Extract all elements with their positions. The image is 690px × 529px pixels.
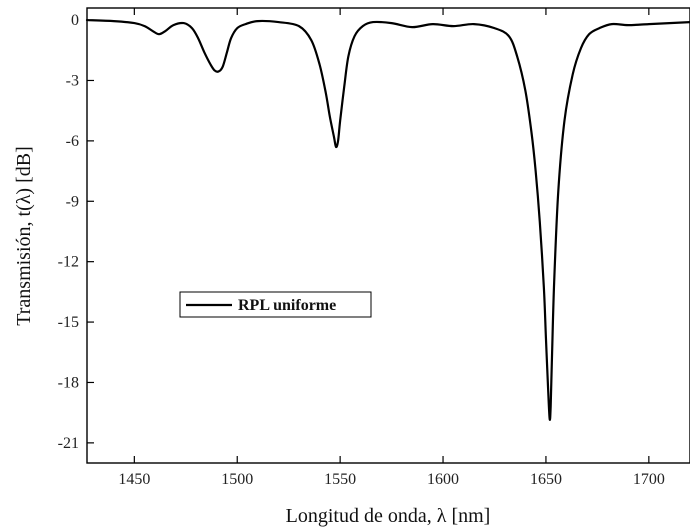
- y-tick-label: -21: [58, 435, 79, 452]
- y-axis-title: Transmisión, t(λ) [dB]: [13, 146, 35, 326]
- x-tick-label: 1450: [118, 471, 150, 488]
- legend: RPL uniforme: [179, 291, 372, 318]
- x-tick-label: 1500: [221, 471, 253, 488]
- y-tick-label: -12: [58, 254, 79, 271]
- y-tick-label: -15: [58, 314, 79, 331]
- axis-ticks: [87, 8, 650, 463]
- series-line-rpl-uniforme: [85, 18, 690, 421]
- x-tick-label: 1650: [530, 471, 562, 488]
- y-tick-label: -6: [66, 133, 79, 150]
- axis-tick-labels: 1450 1500 1550 1600 1650 1700 0 -3 -6 -9 -12 -15 -18…: [58, 12, 665, 488]
- x-tick-label: 1600: [427, 471, 459, 488]
- legend-label: RPL uniforme: [238, 297, 336, 314]
- x-tick-label: 1550: [324, 471, 356, 488]
- y-tick-label: -9: [66, 193, 79, 210]
- plot-frame: [86, 7, 690, 464]
- x-axis-title: Longitud de onda, λ [nm]: [286, 505, 491, 527]
- y-tick-label: 0: [71, 12, 79, 29]
- x-tick-label: 1700: [633, 471, 665, 488]
- y-tick-label: -18: [58, 374, 79, 391]
- y-tick-label: -3: [66, 72, 79, 89]
